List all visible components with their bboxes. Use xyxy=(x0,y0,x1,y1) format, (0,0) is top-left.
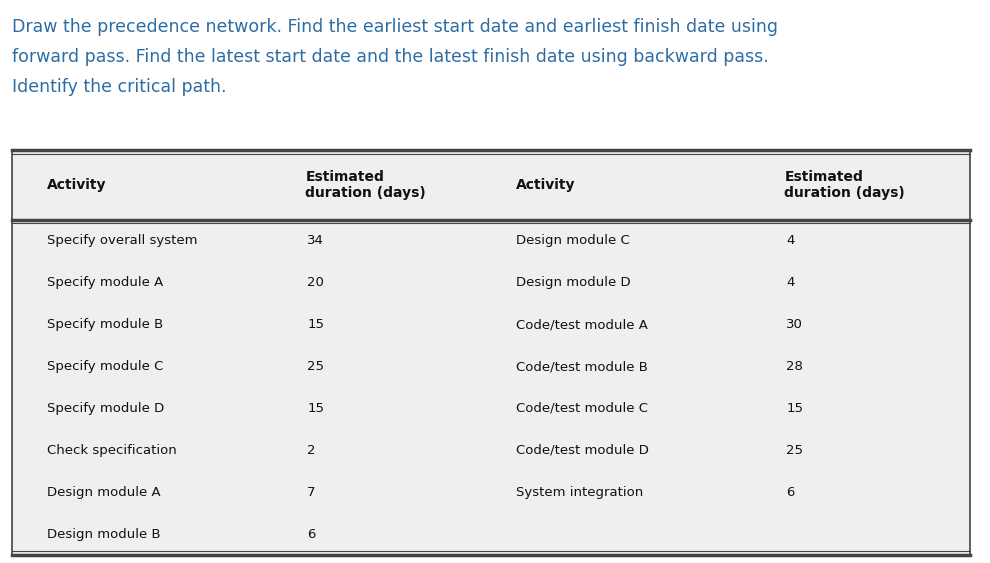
Text: Design module B: Design module B xyxy=(47,528,160,540)
Text: forward pass. Find the latest start date and the latest finish date using backwa: forward pass. Find the latest start date… xyxy=(12,48,768,66)
Text: Code/test module D: Code/test module D xyxy=(516,444,649,457)
Text: Activity: Activity xyxy=(47,178,106,192)
Text: Specify module A: Specify module A xyxy=(47,276,162,289)
Text: Design module A: Design module A xyxy=(47,486,160,499)
Text: 30: 30 xyxy=(786,318,803,331)
Text: 15: 15 xyxy=(307,318,325,331)
Text: Specify module C: Specify module C xyxy=(47,360,163,373)
Text: Code/test module B: Code/test module B xyxy=(516,360,648,373)
Text: Activity: Activity xyxy=(516,178,575,192)
Text: Code/test module C: Code/test module C xyxy=(516,402,648,415)
Text: Estimated
duration (days): Estimated duration (days) xyxy=(305,170,426,200)
Text: 7: 7 xyxy=(307,486,316,499)
Text: 15: 15 xyxy=(307,402,325,415)
Text: System integration: System integration xyxy=(516,486,644,499)
Text: 15: 15 xyxy=(786,402,803,415)
Text: 6: 6 xyxy=(786,486,795,499)
Text: 34: 34 xyxy=(307,234,324,247)
Text: Identify the critical path.: Identify the critical path. xyxy=(12,78,227,96)
Text: Specify overall system: Specify overall system xyxy=(47,234,197,247)
Text: 25: 25 xyxy=(307,360,325,373)
Text: 25: 25 xyxy=(786,444,803,457)
Text: 20: 20 xyxy=(307,276,324,289)
Text: Code/test module A: Code/test module A xyxy=(516,318,648,331)
Text: 2: 2 xyxy=(307,444,316,457)
Text: Estimated
duration (days): Estimated duration (days) xyxy=(784,170,905,200)
Text: Design module D: Design module D xyxy=(516,276,631,289)
Text: 6: 6 xyxy=(307,528,316,540)
Text: Specify module D: Specify module D xyxy=(47,402,164,415)
Text: 4: 4 xyxy=(786,276,795,289)
Text: 4: 4 xyxy=(786,234,795,247)
FancyBboxPatch shape xyxy=(12,150,970,555)
Text: Check specification: Check specification xyxy=(47,444,176,457)
Text: Design module C: Design module C xyxy=(516,234,630,247)
Text: Draw the precedence network. Find the earliest start date and earliest finish da: Draw the precedence network. Find the ea… xyxy=(12,18,778,36)
Text: Specify module B: Specify module B xyxy=(47,318,162,331)
Text: 28: 28 xyxy=(786,360,803,373)
